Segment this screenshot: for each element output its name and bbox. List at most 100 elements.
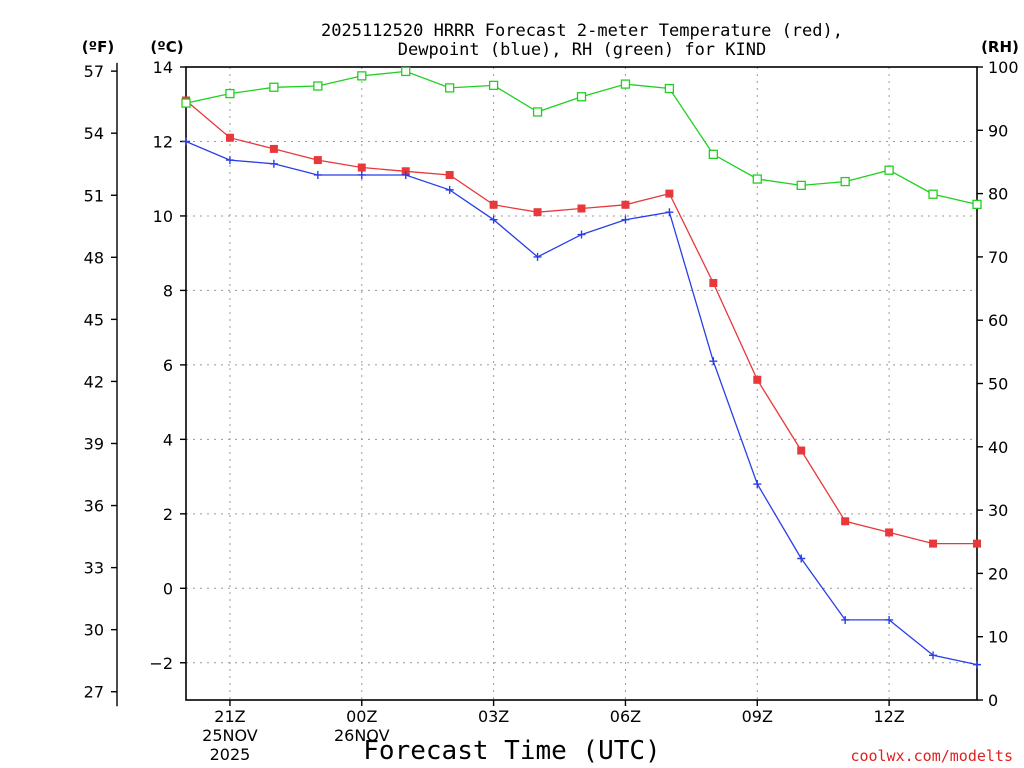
- celsius-tick-label: 8: [163, 281, 173, 300]
- fahrenheit-tick-label: 27: [84, 683, 104, 702]
- chart-title-line2: Dewpoint (blue), RH (green) for KIND: [398, 40, 766, 60]
- celsius-tick-label: 4: [163, 430, 173, 449]
- dewpoint-point: [929, 651, 938, 660]
- dewpoint-point: [577, 230, 586, 239]
- chart-title-line1: 2025112520 HRRR Forecast 2-meter Tempera…: [321, 21, 843, 41]
- dewpoint-point: [313, 170, 322, 179]
- celsius-tick-label: 10: [153, 207, 173, 226]
- x-tick-label: 12Z: [873, 707, 904, 726]
- rh-point: [928, 189, 938, 199]
- x-axis-title: Forecast Time (UTC): [363, 736, 660, 766]
- temperature-point: [489, 200, 498, 209]
- temperature-point: [577, 204, 586, 213]
- celsius-tick-label: −2: [149, 654, 173, 673]
- dewpoint-point: [621, 215, 630, 224]
- celsius-tick-label: 0: [163, 579, 173, 598]
- rh-tick-label: 100: [988, 58, 1019, 77]
- fahrenheit-tick-label: 39: [84, 434, 104, 453]
- celsius-tick-label: 12: [153, 132, 173, 151]
- fahrenheit-tick-label: 57: [84, 62, 104, 81]
- x-tick-date-label: 25NOV: [202, 726, 258, 745]
- x-tick-label: 00Z: [346, 707, 377, 726]
- rh-point: [664, 83, 675, 94]
- temperature-point: [929, 539, 938, 548]
- dewpoint-point: [357, 170, 366, 179]
- dewpoint-point: [225, 156, 234, 165]
- axes: 14121086420−2575451484542393633302710090…: [84, 58, 1019, 764]
- rh-point: [884, 165, 894, 175]
- fahrenheit-tick-label: 45: [84, 310, 104, 329]
- rh-point: [972, 199, 982, 210]
- rh-tick-label: 60: [988, 311, 1008, 330]
- rh-point: [401, 66, 411, 77]
- rh-point: [488, 80, 499, 91]
- temperature-point: [533, 208, 542, 217]
- rh-tick-label: 40: [988, 438, 1008, 457]
- series-layer: [181, 66, 982, 669]
- temperature-point: [313, 156, 322, 165]
- rh-tick-label: 20: [988, 564, 1008, 583]
- dewpoint-point: [489, 215, 498, 224]
- fahrenheit-tick-label: 48: [84, 248, 104, 267]
- celsius-tick-label: 2: [163, 505, 173, 524]
- x-tick-year-label: 2025: [210, 745, 251, 764]
- x-tick-label: 09Z: [742, 707, 773, 726]
- fahrenheit-tick-label: 54: [84, 124, 104, 143]
- temperature-point: [709, 278, 718, 287]
- x-tick-label: 21Z: [214, 707, 245, 726]
- rh-tick-label: 30: [988, 501, 1008, 520]
- rh-point: [532, 107, 543, 117]
- x-tick-label: 03Z: [478, 707, 509, 726]
- dewpoint-point: [182, 137, 190, 146]
- celsius-tick-label: 14: [153, 58, 173, 77]
- rh-point: [840, 176, 850, 187]
- rh-point: [357, 71, 367, 81]
- rh-tick-label: 80: [988, 185, 1008, 204]
- fahrenheit-tick-label: 42: [84, 372, 104, 391]
- rh-tick-label: 10: [988, 628, 1008, 647]
- x-tick-label: 06Z: [610, 707, 641, 726]
- rh-point: [181, 98, 191, 108]
- dewpoint-point: [533, 252, 542, 261]
- fahrenheit-tick-label: 36: [84, 497, 104, 516]
- x-tick-date-label: 26NOV: [334, 726, 390, 745]
- rh-tick-label: 0: [988, 691, 998, 710]
- temperature-point: [753, 375, 762, 384]
- rh-point: [796, 180, 806, 191]
- temperature-point: [665, 189, 674, 198]
- dewpoint-point: [885, 615, 894, 624]
- temperature-point: [621, 200, 630, 209]
- dewpoint-point: [797, 554, 806, 563]
- rh-point: [708, 149, 718, 160]
- rh-point: [225, 88, 235, 99]
- dewpoint-point: [401, 170, 410, 179]
- temperature-point: [445, 170, 454, 179]
- rh-tick-label: 90: [988, 121, 1008, 140]
- dewpoint-point: [973, 660, 981, 669]
- dewpoint-point: [269, 159, 278, 168]
- temperature-point: [797, 446, 806, 455]
- celsius-unit-label: (ºC): [150, 38, 183, 56]
- dewpoint-point: [841, 615, 850, 624]
- celsius-tick-label: 6: [163, 356, 173, 375]
- temperature-line: [185, 100, 977, 545]
- temperature-point: [225, 133, 234, 142]
- rh-line: [185, 70, 978, 206]
- dewpoint-point: [753, 480, 762, 489]
- rh-point: [576, 92, 587, 102]
- rh-point: [313, 81, 323, 91]
- rh-point: [752, 174, 762, 184]
- temperature-point: [841, 517, 850, 526]
- rh-unit-label: (RH): [981, 38, 1019, 56]
- fahrenheit-unit-label: (ºF): [82, 38, 114, 56]
- rh-point: [269, 82, 279, 92]
- fahrenheit-tick-label: 30: [84, 621, 104, 640]
- credit-label: coolwx.com/modelts: [850, 747, 1013, 765]
- fahrenheit-tick-label: 51: [84, 186, 104, 205]
- dewpoint-line: [185, 140, 978, 666]
- plot-frame: [185, 66, 978, 701]
- temperature-point: [357, 163, 366, 172]
- rh-tick-label: 50: [988, 375, 1008, 394]
- temperature-point: [973, 539, 981, 548]
